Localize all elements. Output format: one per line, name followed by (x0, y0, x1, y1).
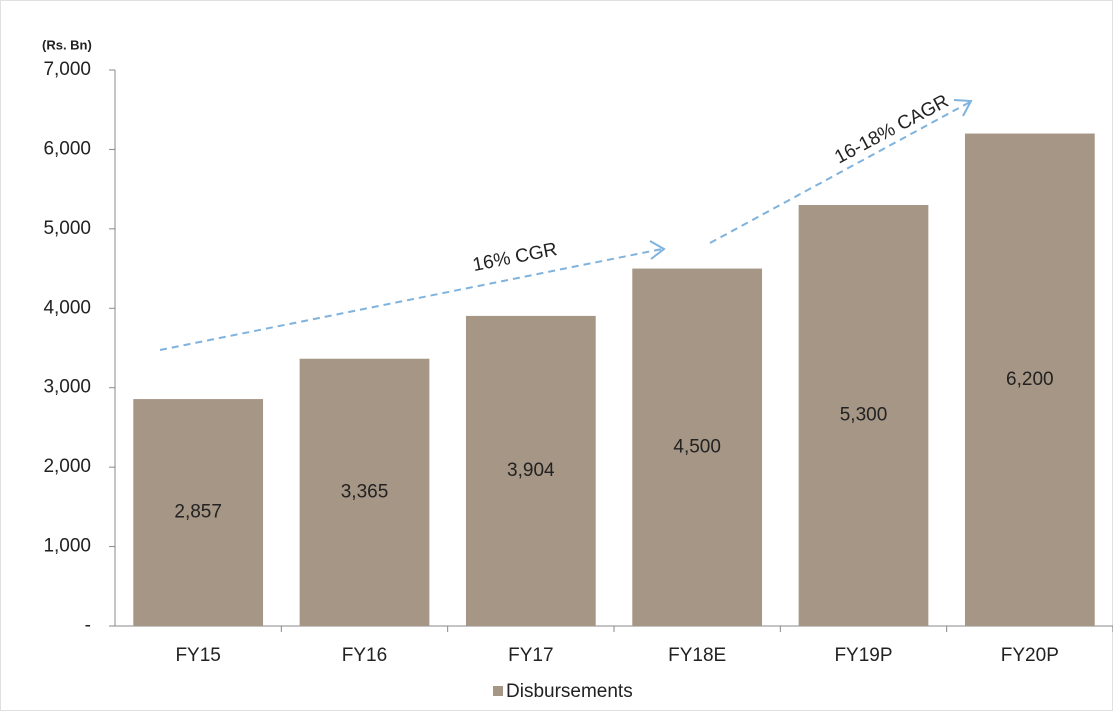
y-tick-label: 3,000 (43, 377, 91, 398)
y-tick-label: 1,000 (43, 536, 91, 557)
y-tick-label: 6,000 (43, 138, 91, 159)
x-tick-label: FY17 (508, 645, 553, 666)
trend-arrow (159, 248, 663, 351)
bar (964, 133, 1095, 627)
arrow-head (649, 240, 666, 260)
y-axis-label: (Rs. Bn) (42, 37, 92, 52)
bar (632, 268, 763, 626)
x-tick-label: FY16 (342, 645, 387, 666)
legend-swatch (493, 686, 503, 696)
x-tick-label: FY20P (1001, 645, 1059, 666)
data-label: 3,365 (341, 481, 389, 502)
data-label: 4,500 (673, 436, 721, 457)
x-tick-label: FY15 (175, 645, 220, 666)
data-label: 3,904 (507, 460, 555, 481)
y-tick-label: 7,000 (43, 59, 91, 80)
y-tick-label: 4,000 (43, 297, 91, 318)
data-label: 6,200 (1006, 369, 1054, 390)
x-tick-label: FY19P (834, 645, 892, 666)
legend-label: Disbursements (506, 681, 633, 702)
arrow-head (953, 99, 973, 117)
bar (465, 315, 596, 626)
y-tick-label: - (85, 615, 91, 636)
bar (798, 205, 929, 626)
bar (133, 399, 264, 626)
y-tick-label: 5,000 (43, 218, 91, 239)
bar (299, 358, 430, 626)
data-label: 2,857 (174, 502, 222, 523)
data-label: 5,300 (840, 405, 888, 426)
trend-arrow (709, 101, 971, 244)
x-tick-label: FY18E (668, 645, 726, 666)
y-tick-label: 2,000 (43, 456, 91, 477)
